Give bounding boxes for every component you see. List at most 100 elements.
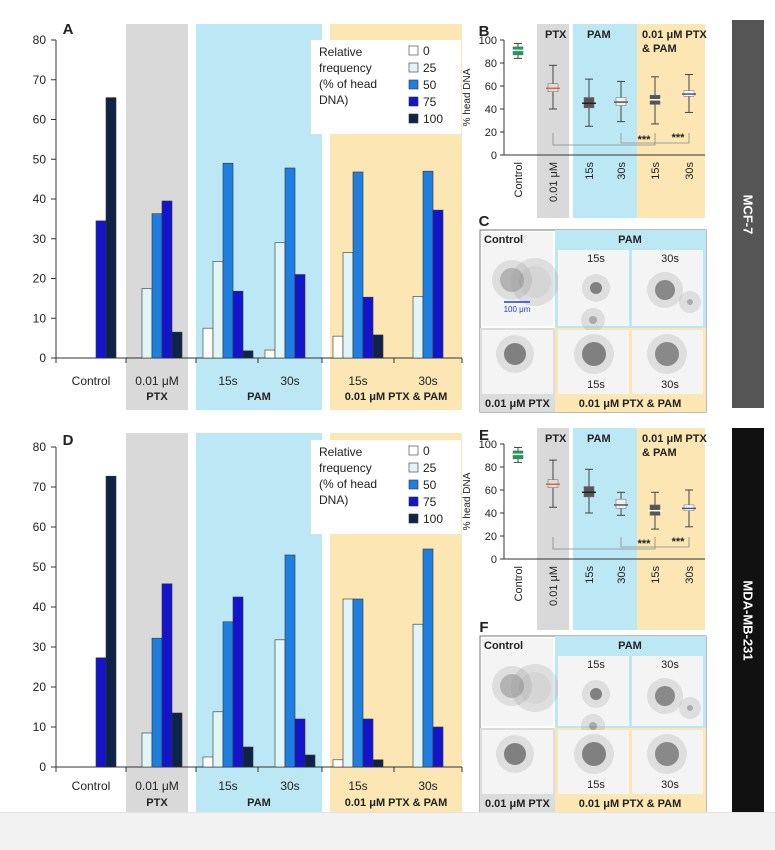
comet-head: [655, 342, 679, 366]
legend-entry-75: 75: [423, 495, 437, 509]
bar-d-cat4-s50: [352, 598, 364, 768]
panel-letter-c: C: [479, 213, 490, 230]
image-label-ptx: 0.01 μM PTX: [485, 398, 550, 410]
bar-a-cat2-s0: [202, 327, 214, 359]
image-label-control: Control: [484, 640, 523, 652]
group-label-pam: PAM: [247, 391, 271, 403]
x-category-label: 30s: [418, 374, 437, 388]
group-label-ptx: PTX: [545, 433, 567, 445]
sig-bracket: [620, 133, 690, 144]
x-category-label: 15s: [584, 162, 596, 180]
bar-a-cat4-s25: [342, 252, 354, 359]
legend-swatch-50: [408, 79, 419, 90]
image-footer-ptx-band: [480, 394, 555, 412]
bar-a-cat3-s0: [264, 349, 276, 359]
bar-d-cat2-s100: [242, 746, 254, 768]
bar-d-cat1-s25: [141, 732, 153, 768]
comet-head: [687, 705, 693, 711]
bar-d-cat3-s100: [304, 754, 316, 768]
group-label-combo-line2: & PAM: [642, 447, 677, 459]
combo-band: [637, 24, 705, 218]
panel-letter-e: E: [479, 427, 489, 444]
y-tick-label: 100: [479, 35, 497, 47]
y-tick-label: 40: [485, 104, 497, 116]
legend-title-line: DNA): [319, 93, 348, 107]
legend-swatch-50: [408, 479, 419, 490]
x-category-label: 30s: [280, 779, 299, 793]
bar-d-cat5-s75: [432, 726, 444, 768]
image-label-combo-30s: 30s: [661, 379, 679, 391]
y-tick-label: 60: [485, 81, 497, 93]
comet-head: [590, 688, 602, 700]
bar-d-cat5-s25: [412, 623, 424, 768]
x-category-label: 15s: [218, 779, 237, 793]
legend-box: [311, 440, 461, 534]
sig-bracket: [620, 537, 690, 548]
image-label-combo-15s: 15s: [587, 779, 605, 791]
y-tick-label: 60: [33, 113, 47, 127]
legend-entry-25: 25: [423, 61, 437, 75]
legend-title-line: (% of head: [319, 477, 377, 491]
group-label-ptx: PTX: [146, 391, 168, 403]
group-label-combo: 0.01 μM PTX & PAM: [345, 797, 448, 809]
image-label-combo: 0.01 μM PTX & PAM: [579, 798, 682, 810]
panel-b-chart: 0 20 40 60 80 100 % head DNA Control 0.01 μM 15s 3…: [462, 23, 707, 218]
comet-head: [655, 280, 675, 300]
x-category-label: Control: [513, 566, 525, 601]
group-label-combo-line1: 0.01 μM PTX: [642, 29, 707, 41]
y-tick-label: 0: [39, 760, 46, 774]
bar-a-cat4-s50: [352, 171, 364, 359]
figure-canvas: 0 10 20 30 40 50 60 70 80 Control 0.01 μM 15s 30s 15s…: [33, 21, 707, 813]
bar-d-cat0-s75: [95, 657, 107, 768]
legend-swatch-0: [408, 445, 419, 456]
comet-head: [500, 674, 524, 698]
comet-halo: [679, 697, 701, 719]
legend-title-line: Relative: [319, 445, 363, 459]
control-cell: [482, 638, 553, 726]
panel-letter-b: B: [479, 23, 490, 40]
y-tick-label: 20: [33, 272, 47, 286]
comet-head: [500, 268, 524, 292]
legend-entry-75: 75: [423, 95, 437, 109]
bar-a-cat3-s25: [274, 242, 286, 359]
bar-a-cat5-s75: [432, 209, 444, 359]
comet-halo: [581, 308, 605, 332]
comet-halo: [679, 291, 701, 313]
comet-head: [590, 282, 602, 294]
legend-entry-25: 25: [423, 461, 437, 475]
legend-title-line: frequency: [319, 61, 372, 75]
comet-head: [519, 672, 551, 704]
bar-a-cat4-s100: [372, 334, 384, 359]
x-category-label: 30s: [616, 566, 628, 584]
x-category-label: 0.01 μM: [548, 162, 560, 202]
x-category-label: Control: [72, 779, 111, 793]
panel-a-chart: 0 10 20 30 40 50 60 70 80 Control 0.01 μM 15s 30s 15s…: [33, 21, 463, 410]
group-label-combo: 0.01 μM PTX & PAM: [345, 391, 448, 403]
bar-a-cat0-s75: [95, 220, 107, 359]
x-category-label: 30s: [280, 374, 299, 388]
legend-box: [311, 40, 461, 134]
panel-f-images: Control PAM 15s 30s 15s 30s 0.01 μM PTX 0.01 μM…: [479, 619, 707, 813]
legend-swatch-100: [408, 513, 419, 524]
y-tick-label: 20: [33, 680, 47, 694]
y-tick-label: 50: [33, 560, 47, 574]
bar-d-cat0-s100: [105, 475, 117, 768]
y-axis-title: % head DNA: [462, 68, 473, 126]
y-tick-label: 80: [485, 58, 497, 70]
x-category-label: Control: [72, 374, 111, 388]
x-category-label: 0.01 μM: [135, 779, 179, 793]
bar-a-cat3-s75: [294, 274, 306, 359]
mcf7-side-tab: MCF-7: [732, 20, 764, 408]
bar-a-cat1-s100: [171, 331, 183, 359]
comet-head: [504, 743, 526, 765]
group-label-combo-line1: 0.01 μM PTX: [642, 433, 707, 445]
legend-title-line: DNA): [319, 493, 348, 507]
bar-a-cat2-s25: [212, 261, 224, 359]
x-category-label: 15s: [650, 162, 662, 180]
bar-d-cat2-s50: [222, 621, 234, 768]
bar-a-cat4-s75: [362, 296, 374, 359]
bar-d-cat2-s75: [232, 596, 244, 768]
x-category-label: 30s: [616, 162, 628, 180]
image-label-combo: 0.01 μM PTX & PAM: [579, 398, 682, 410]
comet-head: [519, 266, 551, 298]
